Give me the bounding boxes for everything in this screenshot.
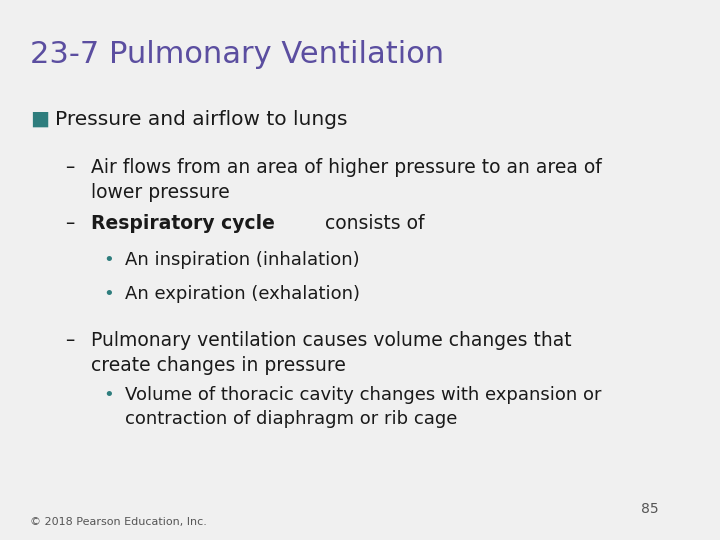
Text: •: • <box>103 251 114 269</box>
Text: Respiratory cycle: Respiratory cycle <box>91 214 275 233</box>
Text: Air flows from an area of higher pressure to an area of
lower pressure: Air flows from an area of higher pressur… <box>91 158 602 202</box>
Text: –: – <box>65 332 74 350</box>
Text: –: – <box>65 214 74 233</box>
Text: An expiration (exhalation): An expiration (exhalation) <box>125 285 360 303</box>
Text: © 2018 Pearson Education, Inc.: © 2018 Pearson Education, Inc. <box>30 517 207 526</box>
Text: Pulmonary ventilation causes volume changes that
create changes in pressure: Pulmonary ventilation causes volume chan… <box>91 332 572 375</box>
Text: •: • <box>103 285 114 303</box>
Text: consists of: consists of <box>318 214 424 233</box>
Text: Pressure and airflow to lungs: Pressure and airflow to lungs <box>55 110 347 129</box>
Text: 85: 85 <box>641 502 659 516</box>
Text: Volume of thoracic cavity changes with expansion or
contraction of diaphragm or : Volume of thoracic cavity changes with e… <box>125 386 601 428</box>
Text: An inspiration (inhalation): An inspiration (inhalation) <box>125 251 359 269</box>
Text: 23-7 Pulmonary Ventilation: 23-7 Pulmonary Ventilation <box>30 40 444 69</box>
Text: ■: ■ <box>30 110 50 129</box>
Text: –: – <box>65 158 74 177</box>
Text: •: • <box>103 386 114 404</box>
